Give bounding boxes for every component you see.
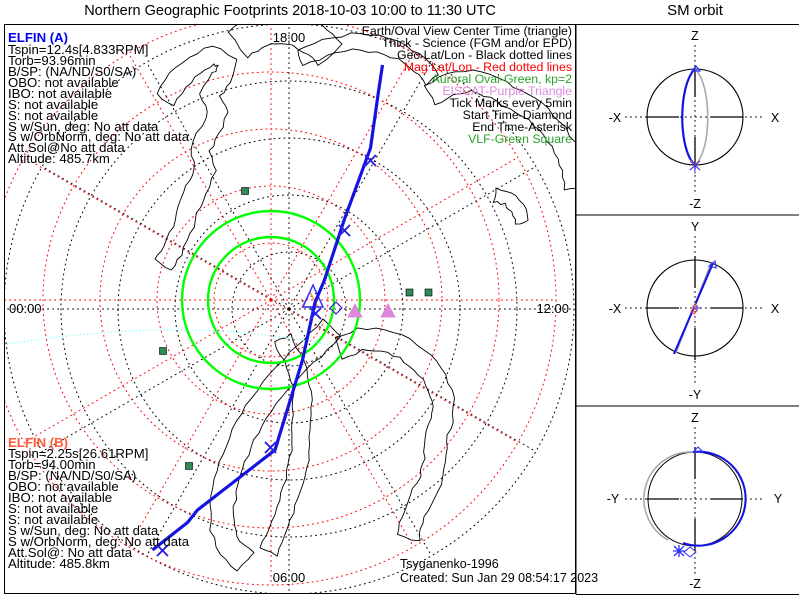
svg-text:12:00: 12:00: [536, 301, 569, 316]
svg-text:VLF-Green Square: VLF-Green Square: [468, 132, 572, 146]
svg-text:Z: Z: [691, 411, 699, 425]
svg-text:Z: Z: [691, 29, 699, 43]
svg-text:Tsyganenko-1996: Tsyganenko-1996: [400, 557, 499, 571]
svg-text:Y: Y: [774, 492, 783, 506]
svg-text:Created: Sun Jan 29 08:54:17 2: Created: Sun Jan 29 08:54:17 2023: [400, 571, 598, 585]
svg-text:Y: Y: [691, 220, 700, 234]
svg-text:Northern Geographic Footprints: Northern Geographic Footprints 2018-10-0…: [84, 3, 496, 19]
svg-text:Altitude: 485.8km: Altitude: 485.8km: [8, 556, 110, 571]
svg-text:SM orbit: SM orbit: [667, 2, 724, 19]
svg-text:-X: -X: [609, 302, 622, 316]
svg-text:00:00: 00:00: [9, 301, 42, 316]
svg-text:18:00: 18:00: [273, 30, 306, 45]
svg-text:Altitude: 485.7km: Altitude: 485.7km: [8, 151, 110, 166]
svg-text:-X: -X: [609, 111, 622, 125]
svg-text:X: X: [771, 111, 780, 125]
svg-text:-Y: -Y: [689, 388, 702, 402]
svg-text:-Z: -Z: [689, 197, 701, 211]
svg-text:-Y: -Y: [607, 492, 620, 506]
svg-text:06:00: 06:00: [273, 570, 306, 585]
svg-text:X: X: [771, 302, 780, 316]
svg-text:-Z: -Z: [689, 577, 701, 591]
